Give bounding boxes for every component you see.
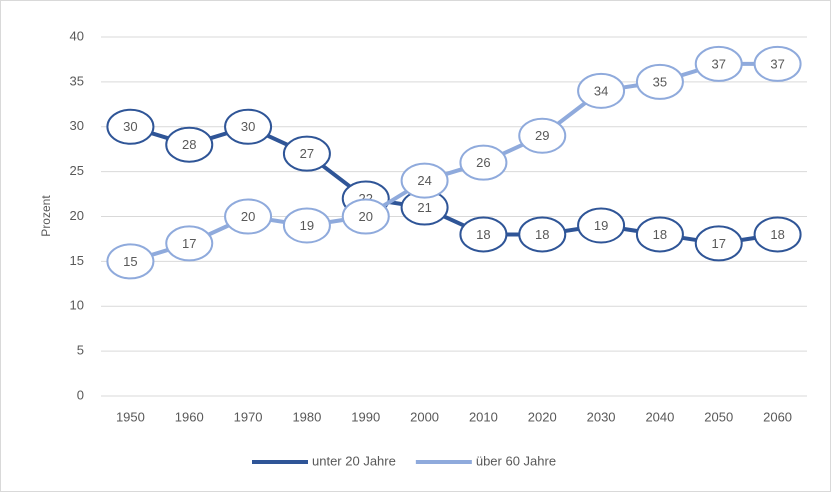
data-label-box: [518, 216, 567, 253]
data-label-box: [694, 45, 743, 82]
x-tick-label: 2060: [763, 409, 792, 424]
x-tick-label: 2000: [410, 409, 439, 424]
data-label: 20: [359, 209, 373, 224]
y-tick-label: 20: [70, 208, 84, 223]
y-axis-title: Prozent: [39, 195, 53, 237]
data-label-box: [518, 117, 567, 154]
data-label: 27: [300, 146, 314, 161]
data-label-box: [753, 45, 802, 82]
data-label: 37: [770, 56, 784, 71]
data-label-box: [106, 108, 155, 145]
data-label-box: [577, 72, 626, 109]
x-tick-label: 2010: [469, 409, 498, 424]
data-label-box: [635, 63, 684, 100]
data-label-box: [165, 225, 214, 262]
x-tick-label: 1970: [234, 409, 263, 424]
y-tick-label: 0: [77, 387, 84, 402]
legend-label: unter 20 Jahre: [312, 453, 396, 468]
data-label: 34: [594, 83, 608, 98]
x-tick-label: 1960: [175, 409, 204, 424]
data-label-box: [459, 144, 508, 181]
data-label-box: [459, 216, 508, 253]
legend-label: über 60 Jahre: [476, 453, 556, 468]
data-label-box: [224, 108, 273, 145]
y-tick-label: 30: [70, 118, 84, 133]
data-label: 17: [182, 236, 196, 251]
x-tick-label: 2040: [645, 409, 674, 424]
data-label-box: [400, 162, 449, 199]
x-tick-label: 1990: [351, 409, 380, 424]
y-tick-label: 35: [70, 73, 84, 88]
data-label-box: [224, 198, 273, 235]
y-tick-label: 40: [70, 28, 84, 43]
data-label-box: [282, 207, 331, 244]
x-tick-label: 2030: [587, 409, 616, 424]
data-label-box: [282, 135, 331, 172]
x-tick-label: 2020: [528, 409, 557, 424]
data-label-box: [635, 216, 684, 253]
data-label: 19: [300, 218, 314, 233]
data-label: 20: [241, 209, 255, 224]
data-label: 18: [770, 227, 784, 242]
x-tick-label: 2050: [704, 409, 733, 424]
data-label: 18: [476, 227, 490, 242]
data-label: 35: [653, 74, 667, 89]
y-tick-label: 15: [70, 253, 84, 268]
data-label-box: [753, 216, 802, 253]
data-label: 17: [712, 236, 726, 251]
data-label: 28: [182, 137, 196, 152]
data-label: 18: [535, 227, 549, 242]
data-label: 29: [535, 128, 549, 143]
data-label: 19: [594, 218, 608, 233]
y-tick-label: 25: [70, 163, 84, 178]
data-label: 30: [241, 119, 255, 134]
y-tick-label: 5: [77, 343, 84, 358]
data-label-box: [341, 198, 390, 235]
data-label: 18: [653, 227, 667, 242]
y-tick-label: 10: [70, 298, 84, 313]
x-tick-label: 1950: [116, 409, 145, 424]
data-label: 15: [123, 254, 137, 269]
data-label: 37: [712, 56, 726, 71]
data-label: 30: [123, 119, 137, 134]
x-tick-label: 1980: [292, 409, 321, 424]
data-label-box: [577, 207, 626, 244]
data-label: 21: [417, 200, 431, 215]
data-label-box: [165, 126, 214, 163]
data-label-box: [694, 225, 743, 262]
data-label: 26: [476, 155, 490, 170]
data-label-box: [106, 243, 155, 280]
data-label: 24: [417, 173, 431, 188]
